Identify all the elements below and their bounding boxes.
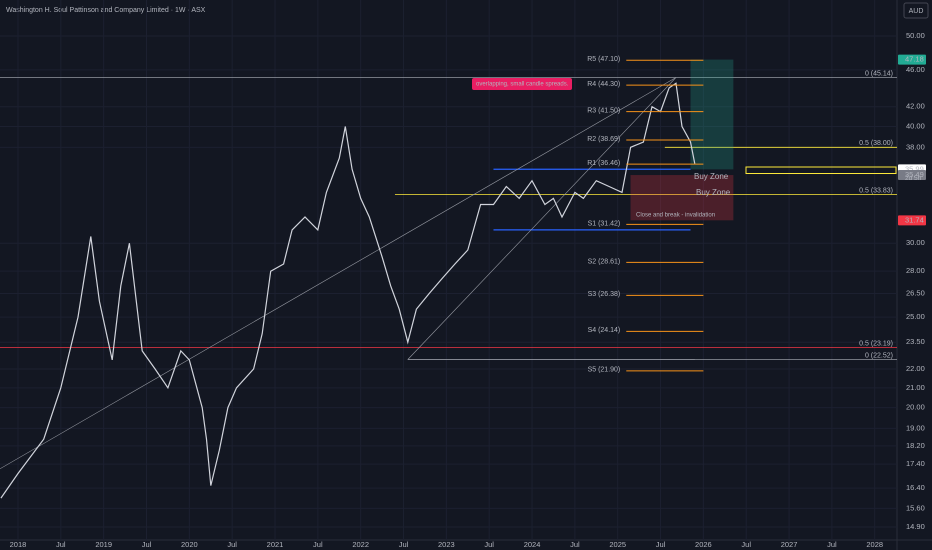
price-badge	[898, 54, 926, 65]
price-badge-label: 35.49	[905, 170, 924, 179]
y-tick-label: 28.00	[906, 266, 925, 275]
x-tick-label: 2025	[609, 540, 626, 549]
pivot-label: R2 (38.69)	[587, 136, 620, 143]
x-tick-label: 2018	[10, 540, 27, 549]
note: Buy Zone	[696, 188, 731, 197]
y-tick-label: 42.00	[906, 102, 925, 111]
y-tick-label: 15.60	[906, 503, 925, 512]
y-tick-label: 46.00	[906, 65, 925, 74]
y-tick-label: 25.00	[906, 312, 925, 321]
pivot-label: S5 (21.90)	[588, 367, 621, 374]
y-tick-label: 30.00	[906, 238, 925, 247]
fib-label: 0 (45.14)	[865, 70, 893, 77]
x-tick-label: 2024	[524, 540, 541, 549]
x-tick-label: Jul	[570, 540, 580, 549]
pivot-label: R4 (44.30)	[587, 81, 620, 88]
x-tick-label: 2026	[695, 540, 712, 549]
y-tick-label: 20.00	[906, 403, 925, 412]
chart-title: Washington H. Soul Pattinson and Company…	[6, 7, 206, 14]
x-tick-label: Jul	[741, 540, 751, 549]
x-tick-label: Jul	[313, 540, 323, 549]
x-tick-label: Jul	[484, 540, 494, 549]
pivot-label: R3 (41.50)	[587, 107, 620, 114]
x-tick-label: 2027	[781, 540, 798, 549]
pivot-label: R5 (47.10)	[587, 56, 620, 63]
currency-label[interactable]: AUD	[909, 8, 924, 15]
x-tick-label: 2021	[267, 540, 284, 549]
y-tick-label: 50.00	[906, 31, 925, 40]
fib-label: 0 (22.52)	[865, 352, 893, 359]
x-tick-label: Jul	[56, 540, 66, 549]
currency-button[interactable]	[903, 2, 929, 19]
x-tick-label: 2023	[438, 540, 455, 549]
x-tick-label: 2028	[866, 540, 883, 549]
y-tick-label: 38.00	[906, 142, 925, 151]
buy-zone-box	[745, 166, 897, 175]
pivot-label: R1 (36.46)	[587, 160, 620, 167]
price-badge-label: 35.99	[905, 164, 924, 173]
x-tick-label: 2019	[95, 540, 112, 549]
x-tick-label: Jul	[227, 540, 237, 549]
trend-line	[407, 77, 677, 360]
x-tick-label: Jul	[399, 540, 409, 549]
fib-label: 0.5 (33.83)	[859, 187, 893, 194]
y-tick-label: 40.00	[906, 122, 925, 131]
note: Close and break - invalidation	[636, 213, 715, 219]
countdown: 2d 5h	[905, 175, 922, 182]
pivot-label: S4 (24.14)	[588, 327, 621, 334]
y-tick-label: 16.40	[906, 483, 925, 492]
pivot-label: S1 (31.42)	[588, 220, 621, 227]
price-badge	[898, 215, 926, 226]
note-box	[472, 78, 572, 90]
note: Buy Zone	[694, 172, 729, 181]
x-tick-label: Jul	[656, 540, 666, 549]
trend-line	[0, 77, 677, 470]
y-tick-label: 19.00	[906, 423, 925, 432]
y-tick-label: 26.50	[906, 288, 925, 297]
price-badge-label: 31.74	[905, 215, 924, 224]
y-tick-label: 17.40	[906, 459, 925, 468]
fib-label: 0.5 (23.19)	[859, 340, 893, 347]
x-tick-label: 2022	[352, 540, 369, 549]
y-tick-label: 21.00	[906, 383, 925, 392]
price-badge-label: 47.18	[905, 55, 924, 64]
target-zone	[690, 59, 734, 170]
y-tick-label: 18.20	[906, 441, 925, 450]
x-tick-label: Jul	[827, 540, 837, 549]
price-line	[0, 82, 696, 499]
stop-zone	[630, 175, 734, 221]
pivot-label: S3 (26.38)	[588, 291, 621, 298]
pivot-label: S2 (28.61)	[588, 258, 621, 265]
y-tick-label: 14.90	[906, 522, 925, 531]
x-tick-label: Jul	[142, 540, 152, 549]
x-tick-label: 2020	[181, 540, 198, 549]
y-tick-label: 23.50	[906, 337, 925, 346]
note: overlapping, small candle spreads.	[476, 82, 569, 88]
fib-label: 0.5 (38.00)	[859, 140, 893, 147]
y-tick-label: 22.00	[906, 364, 925, 373]
price-badge	[898, 170, 926, 181]
